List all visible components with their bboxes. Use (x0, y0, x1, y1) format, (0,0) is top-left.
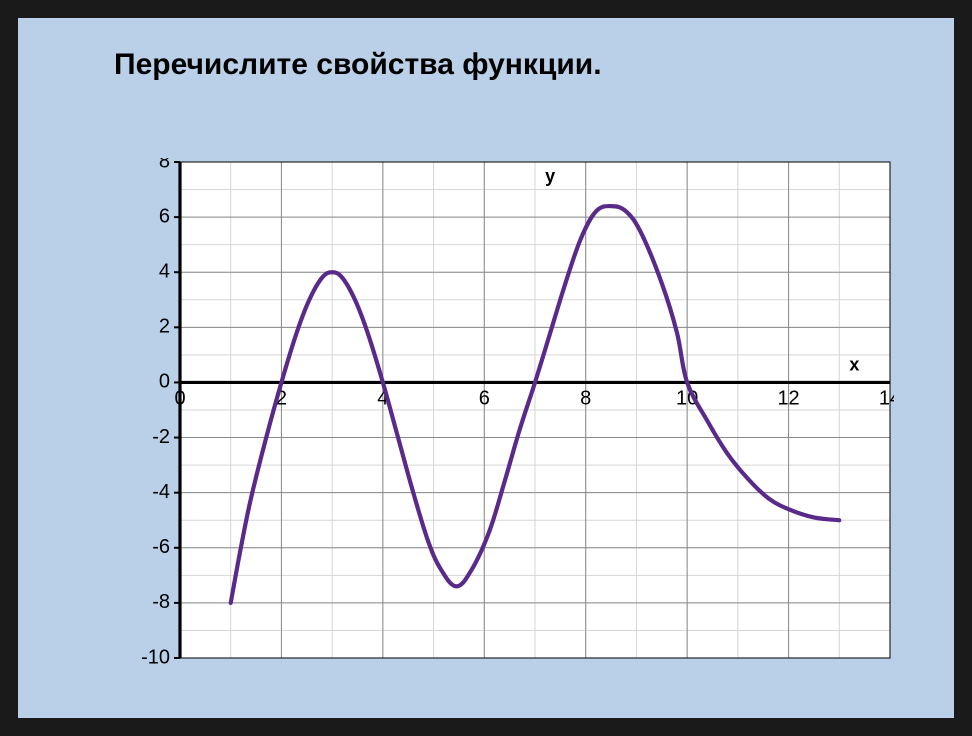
svg-text:-8: -8 (152, 591, 170, 613)
svg-text:0: 0 (174, 387, 185, 409)
svg-text:6: 6 (159, 205, 170, 227)
presentation-frame: Перечислите свойства функции. -10 -8 -6 -4 -… (0, 0, 972, 736)
slide-title: Перечислите свойства функции. (114, 48, 602, 82)
svg-text:4: 4 (159, 261, 170, 283)
svg-text:8: 8 (580, 387, 591, 409)
svg-text:6: 6 (479, 387, 490, 409)
svg-text:-4: -4 (152, 481, 170, 503)
svg-text:12: 12 (777, 387, 799, 409)
slide: Перечислите свойства функции. -10 -8 -6 -4 -… (18, 18, 954, 718)
svg-text:-2: -2 (152, 426, 170, 448)
svg-text:у: у (545, 166, 555, 186)
svg-text:х: х (849, 354, 859, 374)
svg-text:8: 8 (159, 158, 170, 172)
svg-text:0: 0 (159, 371, 170, 393)
svg-text:14: 14 (879, 387, 894, 409)
svg-text:-10: -10 (141, 646, 170, 668)
svg-text:-6: -6 (152, 536, 170, 558)
svg-text:2: 2 (159, 316, 170, 338)
function-chart: -10-8-6-4-20246802468101214ух (138, 158, 894, 688)
